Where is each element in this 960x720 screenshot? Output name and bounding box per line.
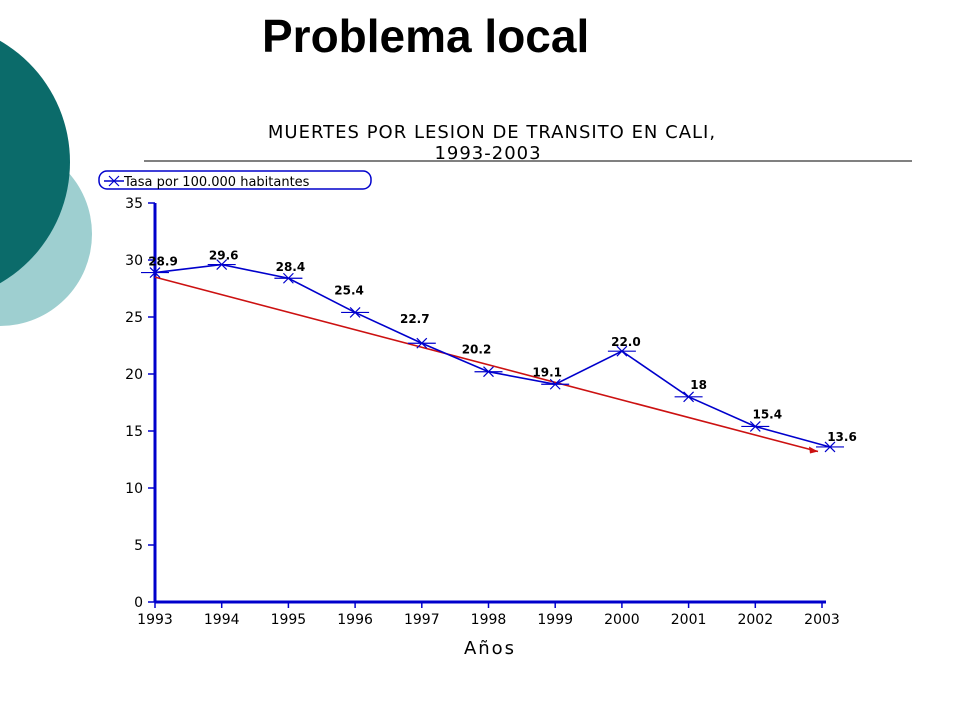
data-label: 29.6 (209, 249, 239, 263)
trendline-group (154, 276, 819, 454)
x-tick-label: 1998 (471, 612, 507, 628)
y-tick-label: 15 (125, 424, 143, 440)
data-label: 22.0 (611, 335, 641, 349)
legend-box (98, 170, 372, 190)
data-label: 18 (690, 378, 707, 392)
data-point-marker (141, 267, 169, 278)
x-tick-label: 1996 (337, 612, 373, 628)
y-tick-label: 30 (125, 253, 143, 269)
data-label: 25.4 (334, 283, 364, 297)
trendline (154, 276, 819, 453)
data-point-marker (407, 337, 436, 349)
x-tick-label: 1993 (137, 612, 173, 628)
data-point-marker (541, 378, 570, 390)
slide-title: Problema local (262, 10, 590, 62)
data-point-marker (607, 345, 636, 357)
y-tick-label: 25 (125, 310, 143, 326)
y-tick-label: 20 (125, 367, 143, 383)
data-label: 28.9 (148, 255, 178, 269)
x-tick-label: 2000 (604, 612, 640, 628)
data-point-marker (274, 272, 303, 284)
data-point-marker (207, 259, 236, 270)
x-axis-ticks: 1993 1994 1995 1996 1997 1998 1999 2000 2001 2002… (137, 602, 840, 628)
x-tick-label: 2001 (671, 612, 707, 628)
x-tick-label: 1995 (271, 612, 307, 628)
data-labels: 28.9 29.6 28.4 25.4 22.7 20.2 19.1 22.0 18 15.4 13… (148, 249, 857, 444)
trendline-arrowhead (809, 446, 818, 454)
series-line (154, 263, 831, 448)
data-point-marker (741, 421, 770, 432)
y-axis-ticks: 0 5 10 15 20 25 30 35 (125, 196, 155, 611)
x-tick-label: 2002 (737, 612, 773, 628)
y-tick-label: 35 (125, 196, 143, 212)
chart-title-line1: MUERTES POR LESION DE TRANSITO EN CALI, (268, 122, 716, 143)
data-point-marker (674, 391, 703, 403)
chart-title-line2: 1993-2003 (434, 143, 541, 164)
y-tick-label: 0 (134, 595, 143, 611)
x-tick-label: 1994 (204, 612, 240, 628)
decorative-circles (0, 40, 92, 326)
x-tick-label: 1999 (537, 612, 573, 628)
legend: Tasa por 100.000 habitantes (98, 170, 372, 190)
data-label: 22.7 (400, 312, 430, 326)
x-axis-label: Años (464, 638, 516, 659)
legend-entry-text: Tasa por 100.000 habitantes (123, 175, 310, 190)
data-point-marker (341, 307, 370, 318)
y-tick-label: 10 (125, 481, 143, 497)
decor-dark-circle (0, 40, 70, 284)
series-group (141, 259, 844, 453)
data-label: 20.2 (462, 343, 492, 357)
data-label: 28.4 (276, 260, 306, 274)
x-tick-label: 2003 (804, 612, 840, 628)
y-tick-label: 5 (134, 538, 143, 554)
data-label: 19.1 (532, 365, 562, 379)
data-point-marker (474, 366, 503, 378)
data-point-marker (816, 441, 844, 453)
legend-marker-x (108, 175, 120, 187)
x-tick-label: 1997 (404, 612, 440, 628)
data-label: 13.6 (827, 430, 857, 444)
data-label: 15.4 (752, 407, 782, 421)
